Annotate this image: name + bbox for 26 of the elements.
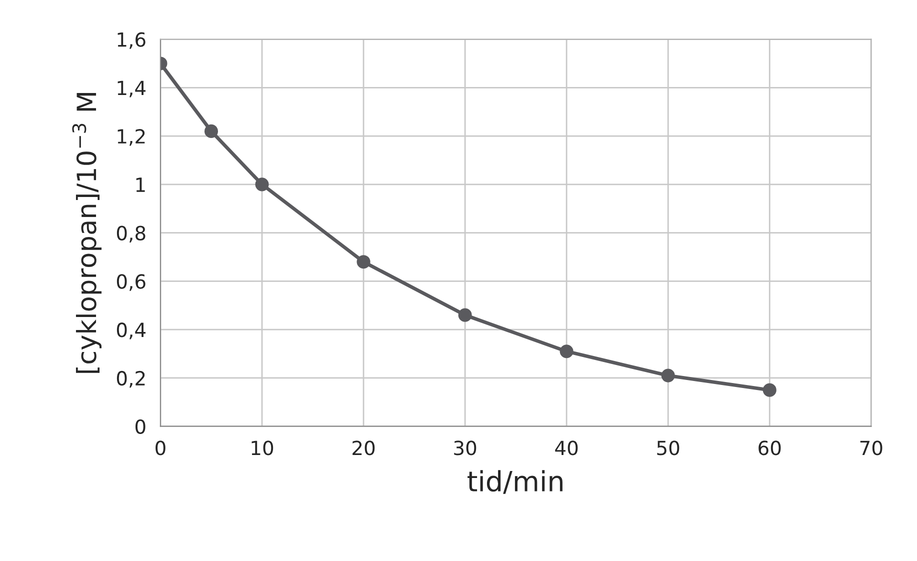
- x-tick-label: 70: [860, 440, 882, 456]
- y-tick-label: 0,2: [116, 370, 145, 388]
- point: [255, 178, 269, 192]
- x-tick-label: 10: [252, 440, 274, 456]
- y-tick-label: 1: [136, 178, 145, 192]
- point: [458, 308, 472, 322]
- x-tick-label: 40: [555, 440, 578, 456]
- point: [560, 344, 574, 358]
- y-tick-label: 1,4: [118, 80, 146, 98]
- y-tick-label: 0,6: [116, 274, 146, 291]
- x-tick-label: 60: [758, 440, 781, 456]
- x-tick-label: 20: [352, 440, 375, 456]
- y-tick-label: 0: [135, 419, 146, 434]
- point: [661, 368, 675, 382]
- y-tick-label: 1,2: [118, 129, 145, 146]
- y-tick-label: 0,4: [116, 322, 146, 340]
- point: [762, 383, 776, 397]
- y-tick-label: 0,8: [116, 226, 146, 242]
- y-tick-label: 1,6: [118, 32, 146, 49]
- point: [356, 255, 370, 269]
- x-tick-label: 0: [156, 440, 166, 456]
- point: [204, 124, 218, 138]
- x-tick-label: 50: [657, 440, 680, 456]
- y-axis-title: [cyklopropan]/10$^{−3}$ M: [72, 93, 102, 373]
- x-axis-title: tid/min: [468, 470, 562, 494]
- x-tick-label: 30: [454, 440, 476, 456]
